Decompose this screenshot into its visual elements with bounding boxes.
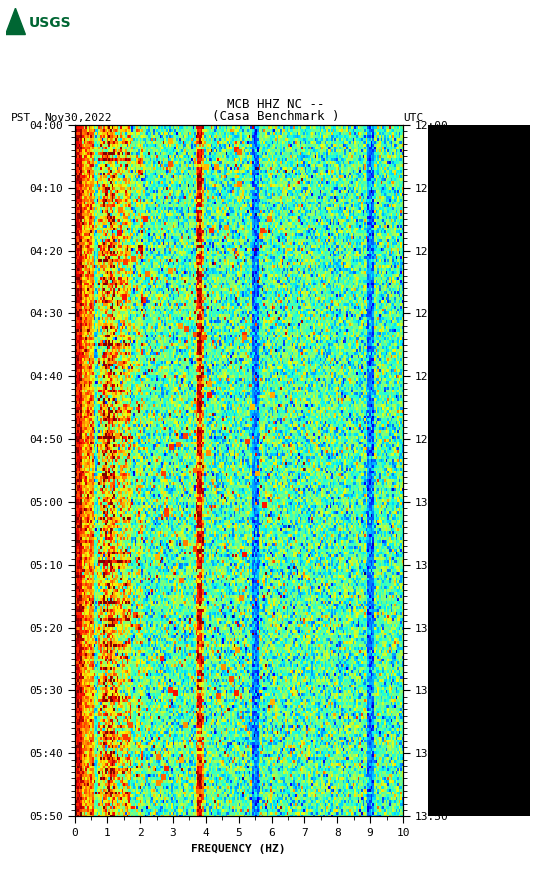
Text: Nov30,2022: Nov30,2022 [44,113,112,123]
Text: UTC: UTC [403,113,423,123]
Text: (Casa Benchmark ): (Casa Benchmark ) [213,110,339,123]
Text: USGS: USGS [29,16,71,30]
Text: PST: PST [11,113,31,123]
Text: MCB HHZ NC --: MCB HHZ NC -- [227,98,325,112]
X-axis label: FREQUENCY (HZ): FREQUENCY (HZ) [192,844,286,854]
Polygon shape [6,8,25,35]
